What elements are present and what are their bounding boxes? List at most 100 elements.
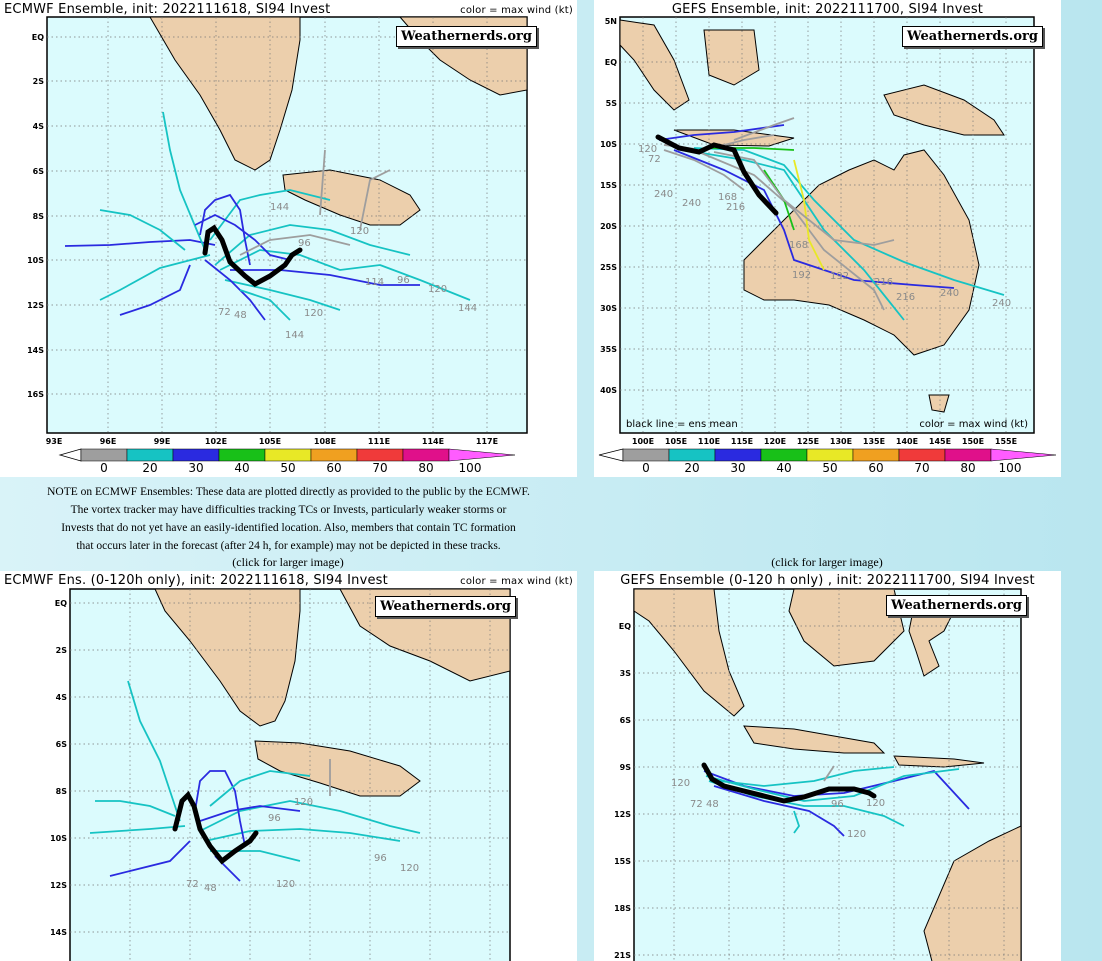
svg-text:144: 144 — [270, 202, 289, 213]
panel-title-bar: ECMWF Ensemble, init: 2022111618, SI94 I… — [4, 2, 573, 17]
svg-text:48: 48 — [204, 883, 217, 894]
ensemble-mean-line — [172, 790, 259, 865]
colorbar-tick: 40 — [776, 461, 791, 475]
svg-text:72: 72 — [690, 799, 703, 810]
lat-label: 5N — [605, 17, 617, 26]
svg-text:240: 240 — [940, 288, 959, 299]
colorbar-tick: 100 — [459, 461, 482, 475]
colorbar-tick: 30 — [188, 461, 203, 475]
svg-text:120: 120 — [400, 863, 419, 874]
colorbar-end — [990, 448, 1057, 462]
svg-text:72: 72 — [648, 154, 661, 165]
svg-text:240: 240 — [654, 189, 673, 200]
lat-label: 16S — [27, 390, 44, 399]
lat-label: 10S — [50, 834, 67, 843]
lat-label: 8S — [56, 787, 68, 796]
lat-label: 9S — [620, 763, 632, 772]
ensemble-mean-line — [655, 134, 779, 216]
lat-label: EQ — [605, 58, 617, 67]
svg-text:192: 192 — [830, 271, 849, 282]
gefs120-title: GEFS Ensemble (0-120 h only) , init: 202… — [620, 573, 1035, 588]
gefs-ensemble-panel[interactable]: GEFS Ensemble, init: 2022111700, SI94 In… — [594, 0, 1061, 477]
lon-label: 120E — [764, 437, 786, 446]
weathernerds-badge: Weathernerds.org — [902, 26, 1043, 47]
click-larger-image-link[interactable]: (click for larger image) — [771, 555, 883, 569]
lat-label: 10S — [600, 140, 617, 149]
lon-label: 100E — [632, 437, 654, 446]
lat-label: 12S — [614, 810, 631, 819]
colorbar-segment — [310, 448, 358, 462]
colorbar-segment — [264, 448, 312, 462]
wind-colorbar: 0 20 30 40 50 60 70 80 100 — [58, 448, 516, 475]
ensemble-mean-line — [701, 762, 877, 804]
ens-mean-note: black line = ens mean — [626, 419, 738, 430]
lat-label: 2S — [56, 646, 68, 655]
svg-text:96: 96 — [397, 275, 410, 286]
lat-axis-labels: EQ 2S 4S 6S 8S 10S 12S 14S — [50, 599, 67, 937]
grid-lines — [47, 17, 527, 433]
australia-landmass — [923, 825, 1022, 961]
colorbar-tick: 50 — [280, 461, 295, 475]
click-larger-image-link[interactable]: (click for larger image) — [232, 555, 344, 569]
lat-label: 10S — [27, 256, 44, 265]
colorbar-tick: 20 — [684, 461, 699, 475]
lat-label: 6S — [33, 167, 45, 176]
ensemble-tracks — [64, 111, 471, 321]
lon-axis-labels: 93E 96E 99E 102E 105E 108E 111E 114E 117… — [46, 437, 498, 446]
svg-text:168: 168 — [789, 240, 808, 251]
svg-text:96: 96 — [268, 813, 281, 824]
color-note: color = max wind (kt) — [919, 419, 1028, 430]
lon-label: 108E — [314, 437, 336, 446]
lat-label: 6S — [56, 740, 68, 749]
colorbar-tick: 20 — [142, 461, 157, 475]
lat-label: 30S — [600, 304, 617, 313]
grid-lines — [620, 17, 1034, 433]
colorbar-segment — [760, 448, 808, 462]
lat-label: 12S — [27, 301, 44, 310]
lon-label: 96E — [100, 437, 117, 446]
lat-label: 20S — [600, 222, 617, 231]
lat-label: 6S — [620, 716, 632, 725]
ecmwf-120h-panel[interactable]: ECMWF Ens. (0-120h only), init: 20221116… — [0, 571, 577, 961]
svg-text:114: 114 — [365, 277, 384, 288]
panel-title-bar: ECMWF Ens. (0-120h only), init: 20221116… — [4, 573, 573, 588]
new-guinea-landmass — [883, 84, 1005, 136]
lat-label: 8S — [33, 212, 45, 221]
lon-label: 117E — [476, 437, 498, 446]
svg-text:192: 192 — [792, 270, 811, 281]
note-line: NOTE on ECMWF Ensembles: These data are … — [47, 486, 530, 498]
lon-label: 105E — [259, 437, 281, 446]
svg-text:144: 144 — [458, 303, 477, 314]
ensemble-tracks — [89, 680, 421, 882]
colorbar-segment — [402, 448, 450, 462]
ecmwf120-title: ECMWF Ens. (0-120h only), init: 20221116… — [4, 573, 388, 588]
gefs-120h-panel[interactable]: GEFS Ensemble (0-120 h only) , init: 202… — [594, 571, 1061, 961]
lat-label: 3S — [620, 669, 632, 678]
lon-label: 102E — [205, 437, 227, 446]
colorbar-segment — [80, 448, 128, 462]
ecmwf-title: ECMWF Ensemble, init: 2022111618, SI94 I… — [4, 2, 331, 17]
svg-text:96: 96 — [374, 853, 387, 864]
colorbar-tick: 50 — [822, 461, 837, 475]
note-line: The vortex tracker may have difficulties… — [70, 504, 507, 516]
color-note: color = max wind (kt) — [460, 576, 573, 587]
lon-label: 99E — [154, 437, 171, 446]
lat-label: EQ — [55, 599, 67, 608]
ecmwf-ensemble-panel[interactable]: ECMWF Ensemble, init: 2022111618, SI94 I… — [0, 0, 577, 477]
svg-text:120: 120 — [847, 829, 866, 840]
svg-text:240: 240 — [682, 198, 701, 209]
lon-label: 110E — [698, 437, 720, 446]
colorbar-segment — [898, 448, 946, 462]
lat-label: 14S — [50, 928, 67, 937]
sumatra-landmass — [633, 588, 745, 717]
ensemble-tracks — [658, 117, 1005, 321]
tasmania-landmass — [928, 394, 950, 413]
lat-label: 21S — [614, 951, 631, 960]
lon-label: 150E — [962, 437, 984, 446]
lat-axis-labels: EQ 3S 6S 9S 12S 15S 18S 21S — [614, 622, 631, 960]
lat-label: 40S — [600, 386, 617, 395]
